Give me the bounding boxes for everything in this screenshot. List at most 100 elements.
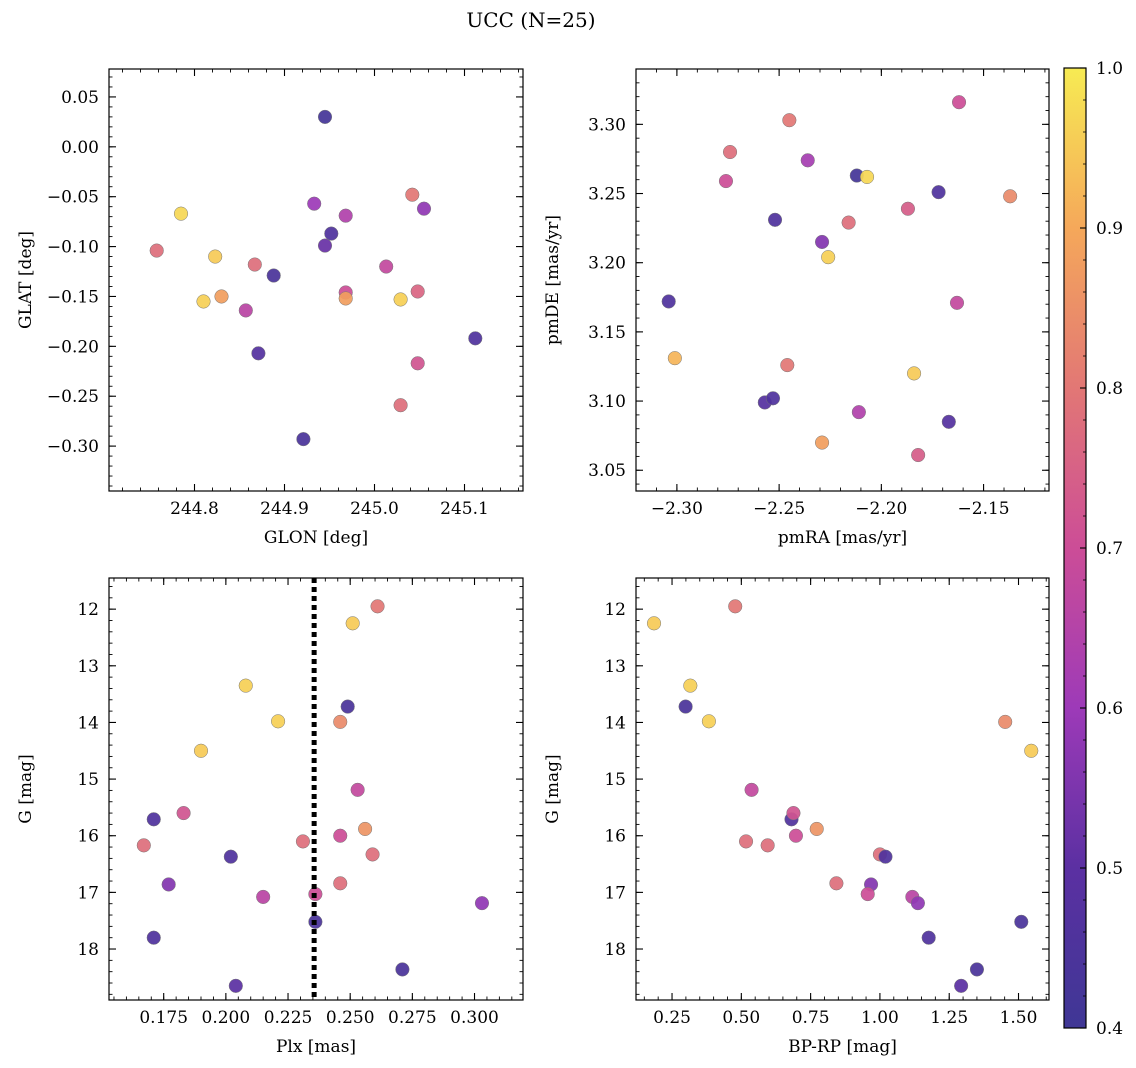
data-point [782,113,797,128]
y-tick-label: 12 [77,600,99,620]
data-point [136,838,151,853]
x-tick-label: 0.25 [653,1008,691,1028]
colorbar-tick-label: 0.4 [1096,1019,1123,1039]
data-point [860,887,875,902]
y-tick-label: 12 [604,600,626,620]
y-tick-label: −0.10 [47,238,99,258]
data-point [193,743,209,758]
x-tick-label: 244.8 [170,499,219,519]
y-tick-label: 3.25 [588,185,626,205]
data-point [921,930,936,945]
pm-panel: −2.30 −2.25 −2.20 −2.15 3.30 3.25 3.20 3.15 3.10… [543,68,1050,548]
x-tick-label: 0.300 [450,1008,499,1028]
axes-frame [635,68,1050,492]
data-point [317,109,333,124]
figure-title: UCC (N=25) [466,8,596,32]
colorbar-tick-label: 0.8 [1096,379,1123,399]
y-tick-label: 3.30 [588,115,626,135]
x-tick-label: 0.50 [722,1008,760,1028]
data-point [176,806,191,821]
data-point [223,849,238,864]
data-point [256,889,271,904]
colorbar-tick-label: 0.9 [1096,219,1123,239]
data-point [358,821,373,836]
data-point [815,435,830,450]
data-point [667,351,682,366]
data-point [238,303,253,318]
data-point [683,678,698,693]
data-point [295,834,310,849]
x-tick-label: 0.250 [326,1008,375,1028]
data-point [405,187,420,202]
data-point [941,414,956,429]
x-tick-label: 1.25 [930,1008,968,1028]
data-point [765,391,781,406]
data-point [410,284,425,299]
data-point [365,847,380,862]
y-tick-label: −0.15 [47,287,99,307]
data-point [338,208,353,223]
data-point [900,201,915,216]
data-point [998,714,1013,729]
y-tick-label: 3.10 [588,392,626,412]
y-tick-label: 14 [604,713,626,733]
y-axis-label: pmDE [mas/yr] [543,215,563,345]
colorbar-tick-label: 0.5 [1096,859,1123,879]
y-tick-label: 18 [77,940,99,960]
x-tick-label: 1.50 [1000,1008,1038,1028]
data-point [738,834,754,849]
x-axis-label: Plx [mas] [276,1037,356,1057]
data-point [646,616,662,631]
data-point [878,849,893,864]
y-tick-label: 13 [77,657,99,677]
data-point [1014,914,1029,929]
x-tick-label: 245.0 [350,499,399,519]
y-tick-label: −0.20 [47,337,99,357]
data-point [780,358,795,373]
data-point [345,616,360,631]
x-tick-label: 245.1 [440,499,489,519]
data-point [247,257,262,272]
colorbar: 0.4 0.5 0.6 0.7 0.8 0.9 1.0 [1063,59,1123,1039]
y-tick-label: 13 [604,657,626,677]
data-point [800,153,815,168]
data-point [728,599,743,614]
data-point [340,699,355,714]
data-point [786,806,801,821]
y-tick-label: 3.05 [588,461,626,481]
data-point [333,828,348,843]
y-tick-label: 18 [604,940,626,960]
y-tick-label: 15 [604,770,626,790]
data-point [1024,743,1039,758]
x-axis-label: GLON [deg] [264,528,368,548]
data-point [767,212,783,227]
x-tick-label: −2.25 [753,499,805,519]
y-tick-label: 16 [604,827,626,847]
data-point [468,331,483,346]
data-point [851,405,866,420]
data-point [678,699,693,714]
data-point [859,169,875,184]
data-point [251,346,266,361]
data-point [161,877,176,892]
data-point [146,930,161,945]
data-point [416,201,432,216]
data-point [809,821,824,836]
data-point [266,268,281,283]
plx-g-panel: 0.175 0.200 0.225 0.250 0.275 0.300 12 13 14 15 16… [16,577,524,1057]
data-point [149,243,164,258]
data-point [271,714,286,729]
x-tick-label: 0.225 [264,1008,313,1028]
y-axis-label: G [mag] [16,754,36,823]
y-axis-label: GLAT [deg] [16,231,36,329]
y-tick-label: 3.15 [588,323,626,343]
data-point [333,714,348,729]
y-tick-label: 3.20 [588,254,626,274]
data-point [214,289,229,304]
data-point [907,366,922,381]
data-point [333,876,348,891]
x-tick-label: −2.20 [855,499,907,519]
glon-glat-panel: 244.8 244.9 245.0 245.1 0.05 0.00 −0.05 −0.10 −0… [16,68,524,548]
x-tick-label: 1.00 [861,1008,899,1028]
data-point [474,896,490,911]
